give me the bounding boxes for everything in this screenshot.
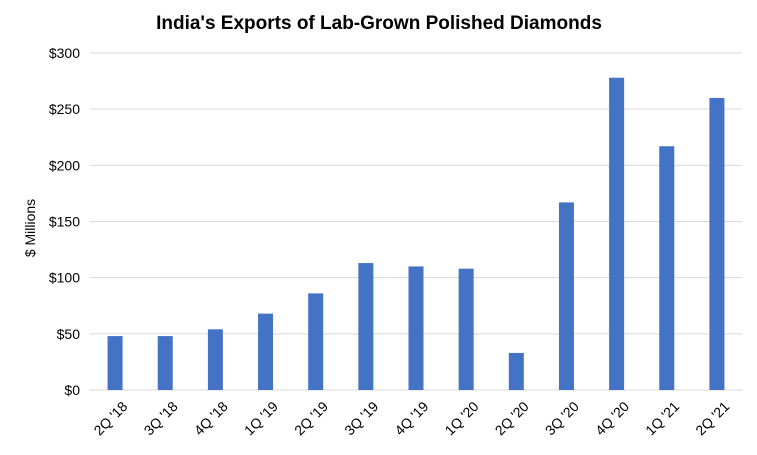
y-tick-labels: $0 $50 $100 $150 $200 $250 $300	[49, 45, 80, 398]
bar	[408, 266, 424, 390]
x-tick-labels: 2Q '18 3Q '18 4Q '18 1Q '19 2Q '19 3Q '19 4Q '…	[90, 398, 732, 438]
y-tick-label: $150	[49, 214, 80, 230]
bar	[207, 329, 223, 390]
x-tick-label: 2Q '18	[90, 398, 130, 438]
bar	[659, 146, 675, 390]
x-tick-label: 2Q '20	[492, 398, 532, 438]
bars	[107, 77, 725, 391]
y-tick-label: $0	[64, 382, 80, 398]
y-tick-label: $200	[49, 157, 80, 173]
bar	[609, 77, 625, 391]
x-tick-label: 3Q '19	[341, 398, 381, 438]
x-tick-label: 1Q '19	[241, 398, 281, 438]
y-tick-label: $250	[49, 101, 80, 117]
bar	[157, 336, 173, 390]
x-tick-label: 1Q '20	[441, 398, 481, 438]
x-tick-label: 4Q '19	[391, 398, 431, 438]
y-tick-label: $50	[57, 326, 81, 342]
y-axis-label: $ Millions	[22, 199, 38, 257]
bar	[308, 293, 324, 390]
y-tick-label: $300	[49, 45, 80, 61]
bar	[358, 263, 374, 390]
x-tick-label: 4Q '20	[592, 398, 632, 438]
x-tick-label: 1Q '21	[642, 398, 682, 438]
bar	[709, 97, 725, 390]
x-tick-label: 4Q '18	[191, 398, 231, 438]
y-tick-label: $100	[49, 270, 80, 286]
chart-title: India's Exports of Lab-Grown Polished Di…	[156, 13, 602, 34]
x-tick-label: 3Q '20	[542, 398, 582, 438]
x-tick-label: 2Q '19	[291, 398, 331, 438]
bar	[107, 336, 123, 390]
bar	[458, 268, 474, 390]
bar	[558, 202, 574, 390]
x-tick-label: 2Q '21	[692, 398, 732, 438]
x-tick-label: 3Q '18	[141, 398, 181, 438]
bar	[508, 352, 524, 390]
bar	[258, 313, 274, 390]
